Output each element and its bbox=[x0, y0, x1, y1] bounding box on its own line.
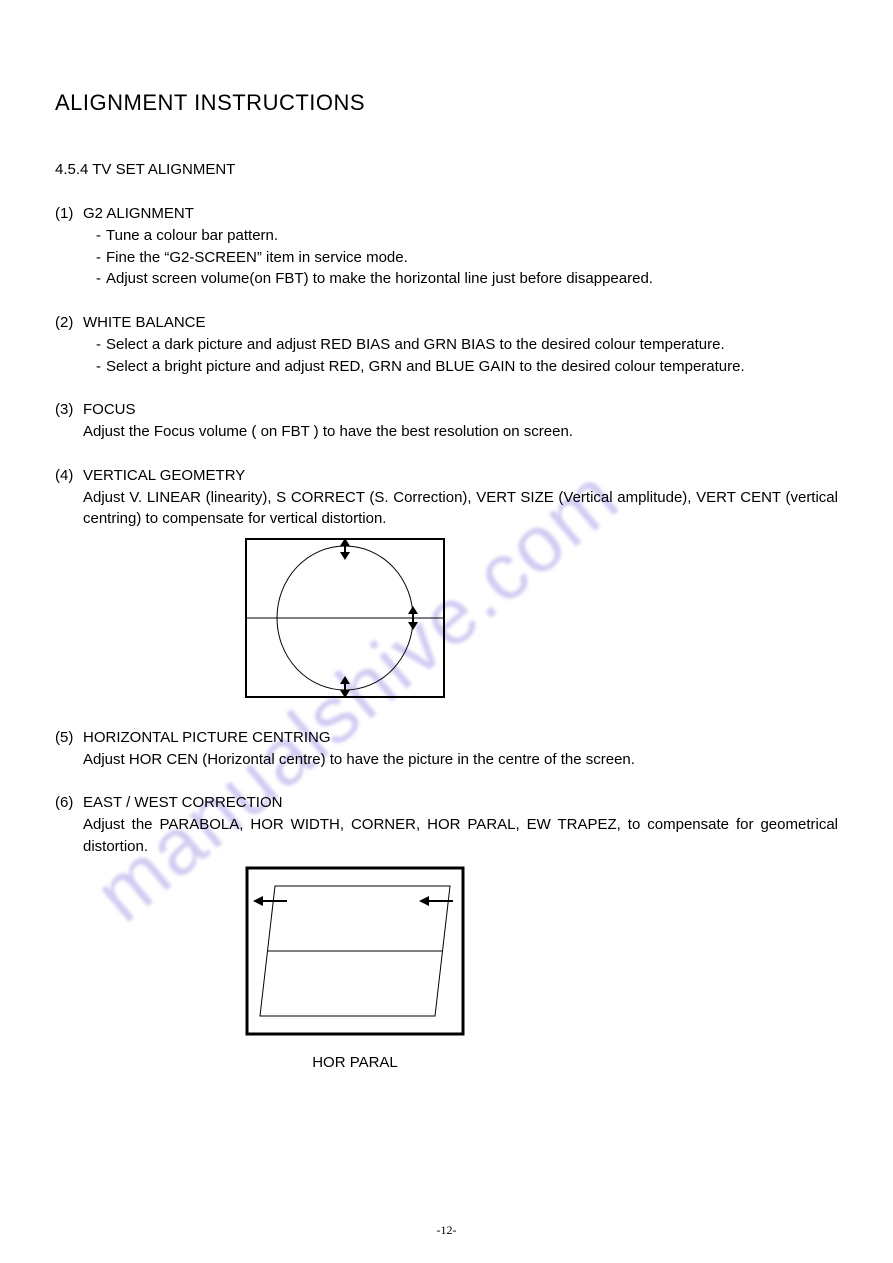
item-3: (3) FOCUS Adjust the Focus volume ( on F… bbox=[55, 399, 838, 443]
item-num: (2) bbox=[55, 312, 83, 377]
item-6: (6) EAST / WEST CORRECTION Adjust the PA… bbox=[55, 792, 838, 1074]
item-2: (2) WHITE BALANCE -Select a dark picture… bbox=[55, 312, 838, 377]
vertical-geometry-figure bbox=[245, 538, 838, 705]
bullet: Select a bright picture and adjust RED, … bbox=[106, 356, 745, 378]
item-body-text: Adjust the Focus volume ( on FBT ) to ha… bbox=[83, 421, 838, 443]
bullet: Tune a colour bar pattern. bbox=[106, 225, 278, 247]
item-num: (1) bbox=[55, 203, 83, 290]
item-body-text: Adjust the PARABOLA, HOR WIDTH, CORNER, … bbox=[83, 814, 838, 858]
item-1: (1) G2 ALIGNMENT -Tune a colour bar patt… bbox=[55, 203, 838, 290]
item-heading: FOCUS bbox=[83, 399, 838, 421]
bullet: Fine the “G2-SCREEN” item in service mod… bbox=[106, 247, 408, 269]
figure-label: HOR PARAL bbox=[245, 1052, 465, 1074]
ew-correction-figure bbox=[245, 866, 838, 1043]
bullet: Select a dark picture and adjust RED BIA… bbox=[106, 334, 725, 356]
item-4: (4) VERTICAL GEOMETRY Adjust V. LINEAR (… bbox=[55, 465, 838, 705]
subsection-heading: 4.5.4 TV SET ALIGNMENT bbox=[55, 161, 838, 178]
item-body-text: Adjust HOR CEN (Horizontal centre) to ha… bbox=[83, 749, 838, 771]
item-num: (3) bbox=[55, 399, 83, 443]
item-heading: HORIZONTAL PICTURE CENTRING bbox=[83, 727, 838, 749]
item-heading: WHITE BALANCE bbox=[83, 312, 838, 334]
page-footer: -12- bbox=[0, 1223, 893, 1238]
item-num: (6) bbox=[55, 792, 83, 857]
item-num: (5) bbox=[55, 727, 83, 771]
item-5: (5) HORIZONTAL PICTURE CENTRING Adjust H… bbox=[55, 727, 838, 771]
item-num: (4) bbox=[55, 465, 83, 530]
item-heading: EAST / WEST CORRECTION bbox=[83, 792, 838, 814]
item-heading: G2 ALIGNMENT bbox=[83, 203, 838, 225]
bullet: Adjust screen volume(on FBT) to make the… bbox=[106, 268, 653, 290]
page-title: ALIGNMENT INSTRUCTIONS bbox=[55, 90, 838, 116]
item-body-text: Adjust V. LINEAR (linearity), S CORRECT … bbox=[83, 487, 838, 531]
item-heading: VERTICAL GEOMETRY bbox=[83, 465, 838, 487]
